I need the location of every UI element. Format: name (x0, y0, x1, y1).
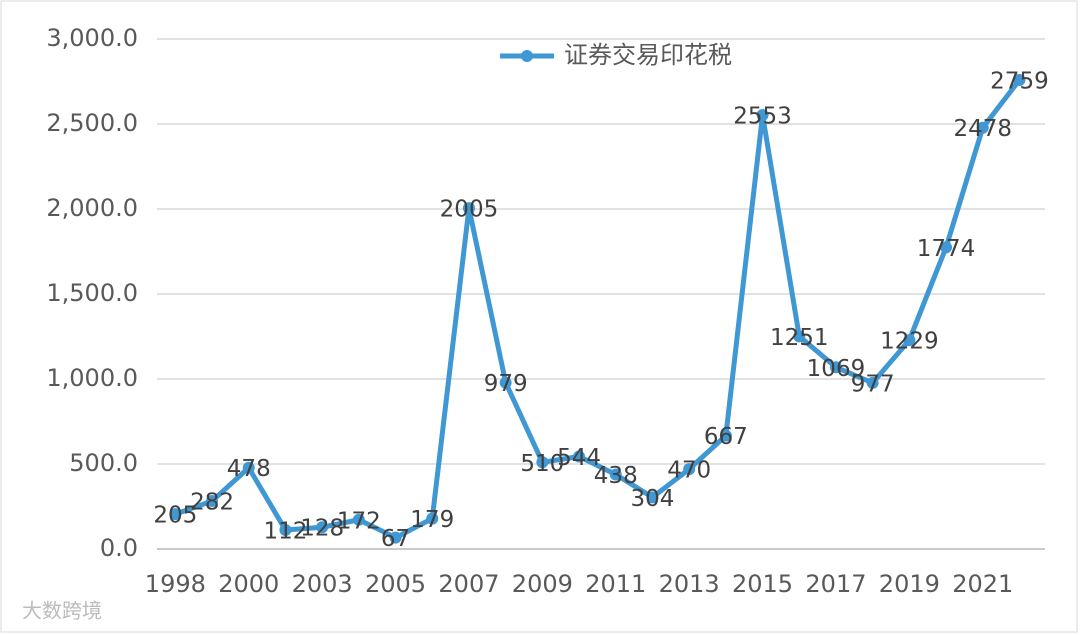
data-point (609, 468, 622, 481)
data-point (719, 429, 732, 442)
x-tick-label: 2003 (292, 570, 353, 598)
data-point (499, 376, 512, 389)
data-point (976, 121, 989, 134)
data-label: 282 (190, 490, 234, 516)
x-tick-label: 1998 (145, 570, 206, 598)
x-tick-label: 2000 (218, 570, 279, 598)
data-point (903, 334, 916, 347)
data-label: 172 (337, 508, 381, 534)
data-point (426, 512, 439, 525)
data-point (646, 491, 659, 504)
data-label: 667 (704, 424, 748, 450)
data-label: 478 (227, 456, 271, 482)
data-label: 1069 (807, 356, 866, 382)
y-tick-label: 500.0 (69, 449, 138, 477)
data-label: 128 (300, 516, 344, 542)
watermark: 大数跨境 (22, 599, 102, 623)
data-point (940, 241, 953, 254)
data-label: 2005 (440, 197, 499, 223)
legend-label: 证券交易印花税 (564, 41, 732, 69)
data-point (242, 461, 255, 474)
data-label: 179 (410, 507, 454, 533)
data-point (352, 513, 365, 526)
data-point (1013, 73, 1026, 86)
data-point (793, 330, 806, 343)
x-tick-label: 2019 (879, 570, 940, 598)
data-label: 470 (667, 458, 711, 484)
x-tick-label: 2011 (585, 570, 646, 598)
data-label: 438 (594, 463, 638, 489)
y-tick-label: 1,500.0 (46, 279, 138, 307)
data-label: 510 (520, 451, 564, 477)
y-tick-label: 2,500.0 (46, 109, 138, 137)
x-tick-label: 2015 (732, 570, 793, 598)
data-label: 2759 (990, 68, 1049, 94)
data-point (683, 463, 696, 476)
legend-marker (521, 50, 533, 62)
x-tick-label: 2021 (952, 570, 1013, 598)
data-point (389, 531, 402, 544)
data-label: 977 (851, 371, 895, 397)
y-tick-label: 2,000.0 (46, 194, 138, 222)
data-label: 1251 (770, 325, 829, 351)
data-point (206, 495, 219, 508)
data-label: 979 (484, 371, 528, 397)
data-point (279, 523, 292, 536)
x-tick-label: 2005 (365, 570, 426, 598)
data-label: 2553 (733, 103, 792, 129)
data-point (756, 108, 769, 121)
data-label: 205 (153, 503, 197, 529)
series-line (174, 78, 1022, 541)
x-tick-label: 2009 (512, 570, 573, 598)
data-label: 1774 (917, 236, 976, 262)
y-tick-label: 1,000.0 (46, 364, 138, 392)
data-point (536, 456, 549, 469)
x-tick-label: 2007 (438, 570, 499, 598)
data-label: 112 (263, 518, 307, 544)
data-point (866, 376, 879, 389)
x-tick-label: 2017 (805, 570, 866, 598)
data-label: 544 (557, 445, 601, 471)
data-label: 1229 (880, 329, 939, 355)
data-point (316, 521, 329, 534)
data-point (462, 202, 475, 215)
x-tick-label: 2013 (659, 570, 720, 598)
data-point (573, 450, 586, 463)
data-label: 67 (381, 526, 410, 552)
data-label: 304 (630, 486, 674, 512)
data-point (169, 508, 182, 521)
data-label: 2478 (953, 116, 1012, 142)
y-tick-label: 3,000.0 (46, 24, 138, 52)
y-tick-label: 0.0 (100, 534, 138, 562)
data-point (829, 361, 842, 374)
